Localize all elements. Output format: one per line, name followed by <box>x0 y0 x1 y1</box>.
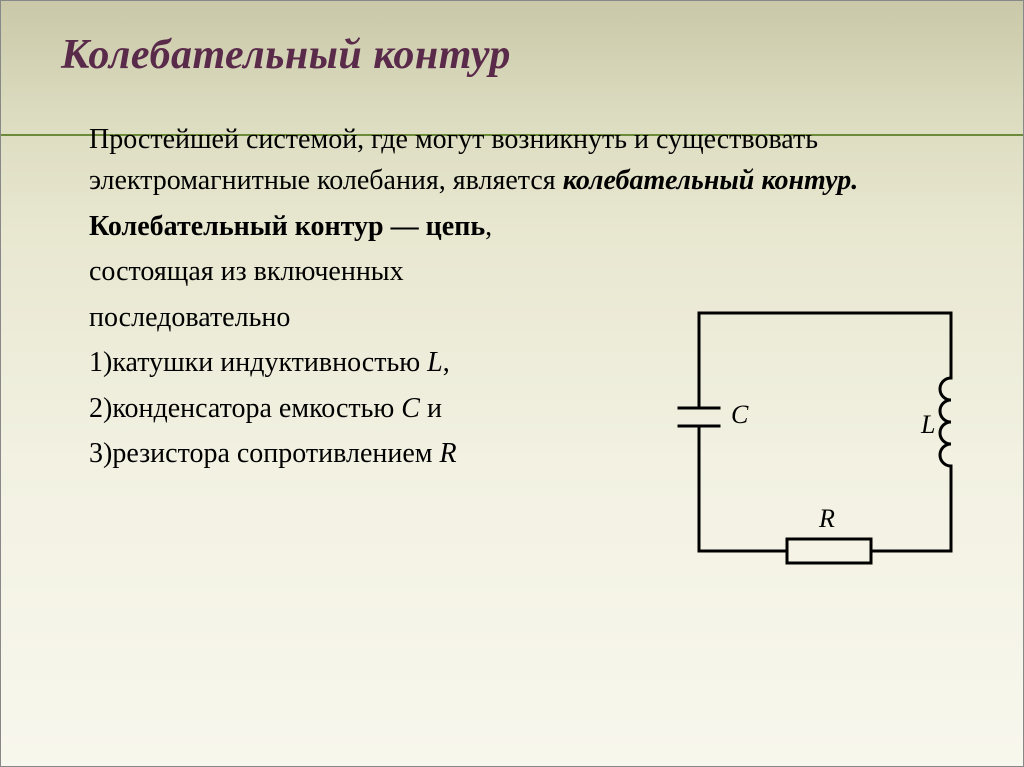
slide: Колебательный контур Простейшей системой… <box>0 0 1024 767</box>
item-text-a: резистора сопротивлением <box>112 438 439 469</box>
intro-emphasis: колебательный контур. <box>563 165 859 196</box>
intro-paragraph: Простейшей системой, где могут возникнут… <box>89 119 983 202</box>
slide-title: Колебательный контур <box>61 31 963 79</box>
inductor-label: L <box>920 410 935 439</box>
item-text-a: конденсатора емкостью <box>112 393 401 424</box>
definition-term: Колебательный контур <box>89 211 384 242</box>
resistor-label: R <box>818 504 835 533</box>
comma: , <box>485 211 492 242</box>
item-text-a: катушки индуктивностью <box>112 347 427 378</box>
definition-line-2: состоящая из включенных <box>89 251 983 292</box>
definition-line-1: Колебательный контур — цепь, <box>89 206 983 247</box>
title-area: Колебательный контур <box>1 1 1023 97</box>
content-area: Простейшей системой, где могут возникнут… <box>1 97 1023 475</box>
item-num: 3) <box>89 438 112 469</box>
item-symbol: L <box>427 347 443 378</box>
capacitor-label: C <box>731 400 749 429</box>
item-text-b: , <box>443 347 450 378</box>
item-num: 2) <box>89 393 112 424</box>
item-num: 1) <box>89 347 112 378</box>
definition-dash: — <box>384 211 426 242</box>
item-symbol: C <box>401 393 420 424</box>
item-text-b: и <box>420 393 442 424</box>
item-symbol: R <box>440 438 457 469</box>
definition-word: цепь <box>426 211 486 242</box>
circuit-diagram: C L R <box>669 293 981 583</box>
